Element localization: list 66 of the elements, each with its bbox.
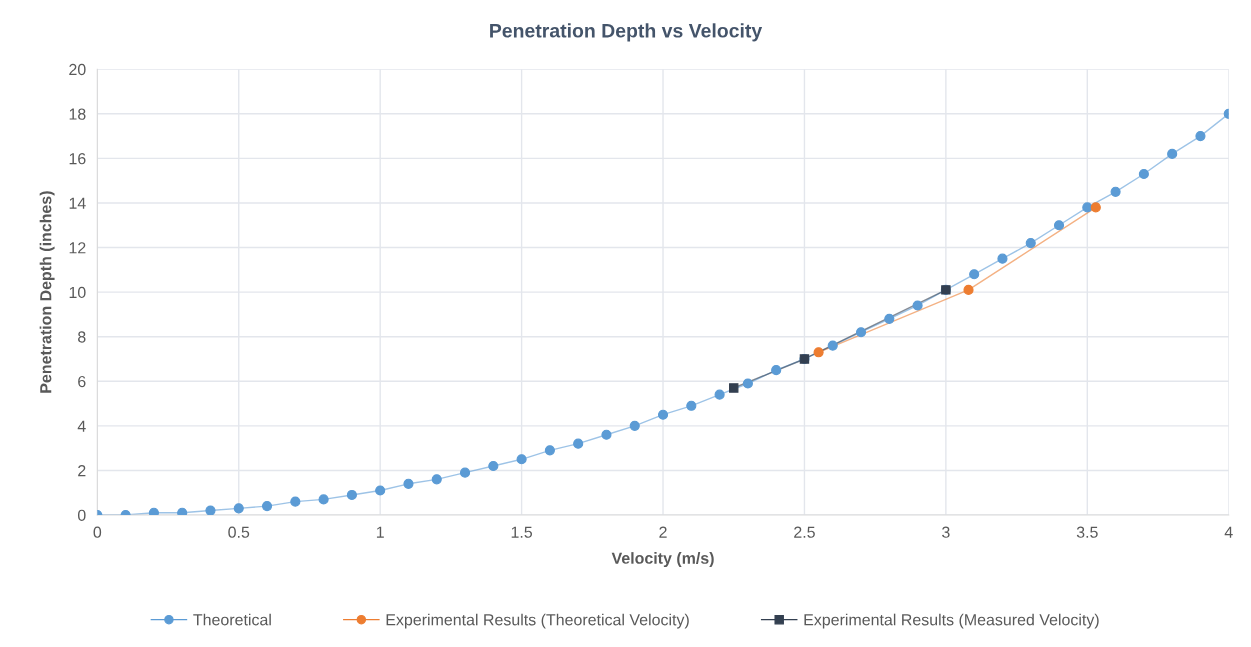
x-axis-title: Velocity (m/s) xyxy=(611,552,714,568)
y-tick-label: 10 xyxy=(69,286,86,299)
y-tick-label: 4 xyxy=(77,420,86,432)
legend-label: Theoretical xyxy=(193,613,271,626)
point xyxy=(1110,186,1121,197)
x-tick-label: 3 xyxy=(942,526,950,538)
point xyxy=(601,429,612,440)
y-axis-title: Penetration Depth (inches) xyxy=(39,191,55,393)
x-tick-label: 3.5 xyxy=(1076,526,1098,538)
point xyxy=(375,485,386,496)
x-tick-label: 0.5 xyxy=(228,526,250,538)
point xyxy=(1082,202,1093,213)
point xyxy=(573,438,584,449)
point xyxy=(431,474,442,485)
point xyxy=(827,340,838,351)
point xyxy=(488,460,499,472)
point xyxy=(516,454,527,465)
point xyxy=(318,494,329,505)
point xyxy=(1138,168,1149,180)
chart-title: Penetration Depth vs Velocity xyxy=(490,23,763,42)
point xyxy=(714,389,725,400)
point xyxy=(771,365,782,376)
y-tick-label: 6 xyxy=(78,375,86,388)
y-tick-label: 12 xyxy=(69,242,86,254)
point xyxy=(729,383,739,393)
point xyxy=(969,269,980,280)
point xyxy=(855,327,867,338)
point xyxy=(346,489,357,501)
point xyxy=(884,313,895,324)
x-tick-label: 0 xyxy=(93,526,102,538)
x-tick-label: 1.5 xyxy=(511,526,533,538)
point xyxy=(1025,238,1036,249)
point xyxy=(544,445,555,456)
point xyxy=(1053,220,1065,231)
y-tick-label: 2 xyxy=(78,465,86,477)
point xyxy=(963,284,974,295)
y-tick-label: 18 xyxy=(69,108,86,120)
point xyxy=(148,507,159,516)
legend-label: Experimental Results (Measured Velocity) xyxy=(804,613,1099,629)
y-tick-label: 8 xyxy=(78,331,86,343)
point xyxy=(813,347,824,358)
point xyxy=(261,501,273,512)
x-tick-label: 2.5 xyxy=(794,526,815,538)
point xyxy=(1090,202,1101,213)
point xyxy=(742,378,753,389)
point xyxy=(205,505,216,516)
legend-label: Experimental Results (Theoretical Velocity) xyxy=(386,613,689,629)
point xyxy=(233,503,244,514)
point xyxy=(1195,131,1206,142)
point xyxy=(686,400,697,411)
y-tick-label: 16 xyxy=(69,153,86,165)
point xyxy=(1167,148,1178,159)
point xyxy=(997,253,1008,264)
point xyxy=(459,467,471,478)
y-tick-label: 0 xyxy=(77,509,86,521)
point xyxy=(629,420,640,431)
point xyxy=(912,300,923,311)
point xyxy=(290,496,301,507)
point xyxy=(177,507,188,516)
point xyxy=(403,478,414,489)
x-tick-label: 2 xyxy=(659,526,667,538)
point xyxy=(657,409,669,420)
y-tick-label: 20 xyxy=(69,63,86,76)
x-tick-label: 1 xyxy=(376,526,384,538)
y-tick-label: 14 xyxy=(69,197,86,209)
x-tick-label: 4 xyxy=(1224,526,1233,538)
